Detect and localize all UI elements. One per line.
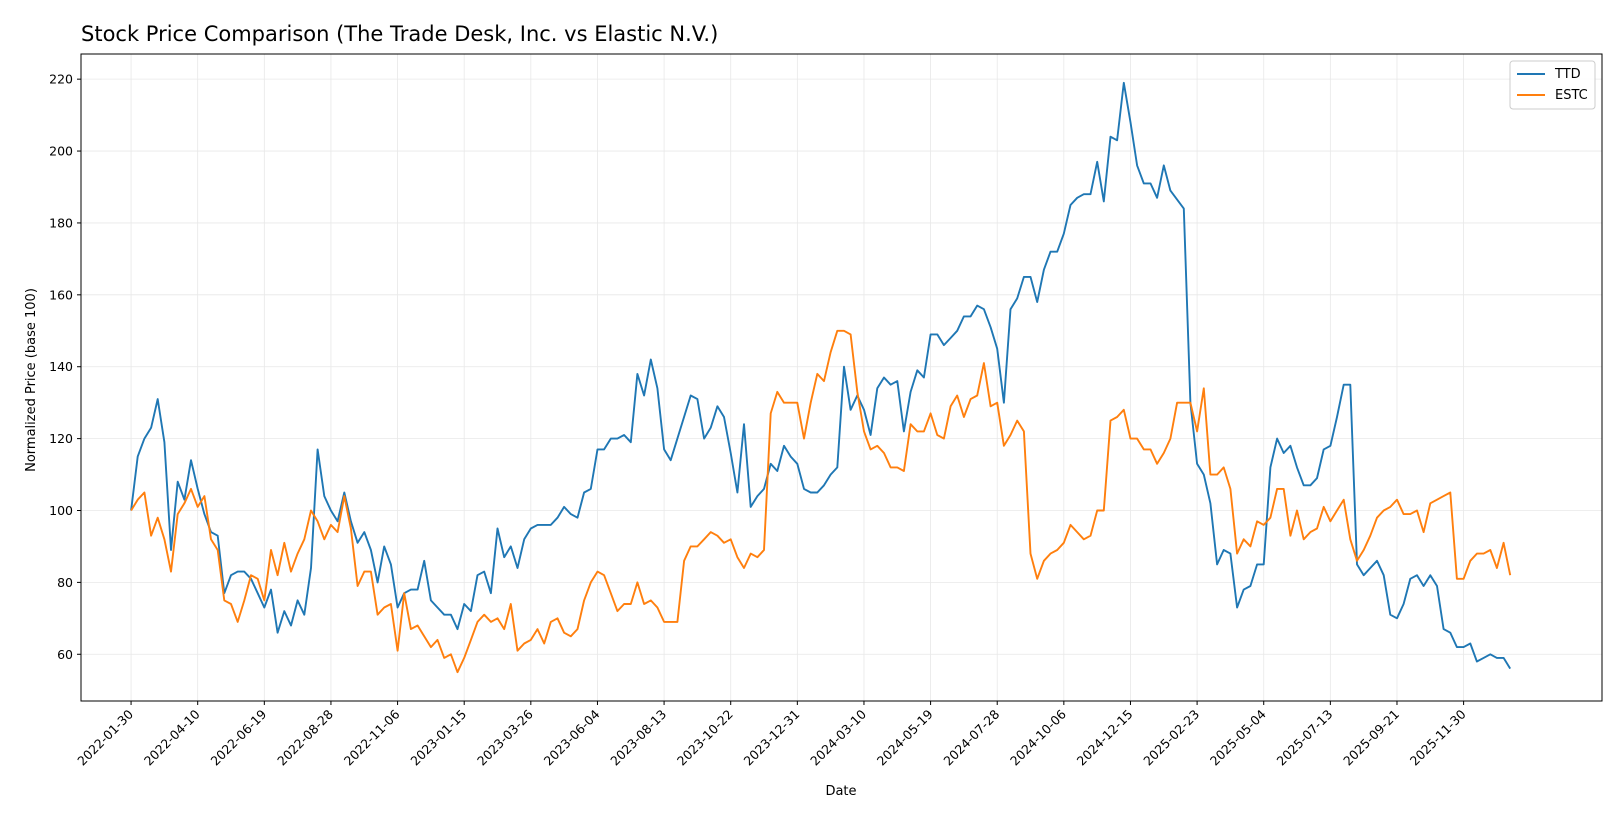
y-tick-label: 220 xyxy=(49,72,73,87)
x-tick-label: 2024-05-19 xyxy=(874,706,936,768)
legend-label-ttd: TTD xyxy=(1554,67,1581,82)
y-tick-label: 180 xyxy=(49,215,73,230)
x-axis-label: Date xyxy=(825,784,856,799)
x-tick-label: 2025-11-30 xyxy=(1407,706,1469,768)
chart-title: Stock Price Comparison (The Trade Desk, … xyxy=(81,22,718,46)
x-tick-label: 2022-11-06 xyxy=(341,706,403,768)
x-tick-label: 2022-06-19 xyxy=(207,706,269,768)
series-line-ttd xyxy=(130,81,1512,670)
x-tick-label: 2022-01-30 xyxy=(74,706,136,768)
y-tick-label: 80 xyxy=(57,575,73,590)
x-tick-label: 2023-03-26 xyxy=(474,706,536,768)
x-tick-label: 2024-07-28 xyxy=(940,706,1002,768)
x-tick-label: 2023-10-22 xyxy=(674,707,736,769)
x-tick-label: 2022-04-10 xyxy=(141,706,203,768)
y-tick-label: 100 xyxy=(49,503,73,518)
y-tick-label: 120 xyxy=(49,431,73,446)
x-tick-label: 2024-10-06 xyxy=(1007,706,1069,768)
x-tick-label: 2025-09-21 xyxy=(1340,707,1402,769)
y-axis-label: Normalized Price (base 100) xyxy=(24,288,39,472)
x-tick-label: 2025-05-04 xyxy=(1207,706,1269,768)
y-tick-label: 60 xyxy=(57,647,73,662)
x-tick-label: 2023-12-31 xyxy=(740,707,802,769)
x-tick-label: 2022-08-28 xyxy=(274,706,336,768)
x-tick-label: 2023-08-13 xyxy=(607,707,669,769)
y-tick-label: 200 xyxy=(49,144,73,159)
x-tick-label: 2024-12-15 xyxy=(1074,707,1136,769)
x-tick-label: 2025-07-13 xyxy=(1273,707,1335,769)
y-tick-label: 140 xyxy=(49,359,73,374)
x-tick-label: 2023-06-04 xyxy=(541,706,603,768)
plot-frame xyxy=(80,53,1603,702)
series-line-estc xyxy=(130,329,1512,674)
legend-label-estc: ESTC xyxy=(1555,88,1588,103)
grid xyxy=(81,54,1602,701)
legend: TTD ESTC xyxy=(1509,60,1596,110)
y-axis: 60 80 100 120 140 160 180 200 220 xyxy=(49,72,81,662)
y-tick-label: 160 xyxy=(49,287,73,302)
x-tick-label: 2024-03-10 xyxy=(807,706,869,768)
x-tick-label: 2023-01-15 xyxy=(407,707,469,769)
x-tick-label: 2025-02-23 xyxy=(1140,707,1202,769)
x-axis: 2022-01-30 2022-04-10 2022-06-19 2022-08-28… xyxy=(74,701,1469,768)
series-layer xyxy=(130,81,1512,674)
